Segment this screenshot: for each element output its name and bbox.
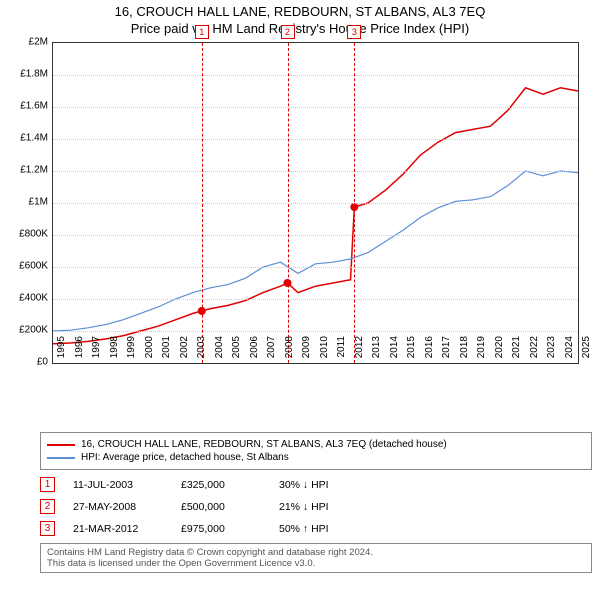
- x-axis-label: 2000: [144, 336, 155, 366]
- x-axis-label: 2021: [511, 336, 522, 366]
- x-axis-label: 1996: [74, 336, 85, 366]
- event-number: 1: [40, 477, 55, 492]
- event-row: 2 27-MAY-2008 £500,000 21% ↓ HPI: [40, 499, 592, 514]
- legend-item: HPI: Average price, detached house, St A…: [47, 452, 585, 463]
- x-axis-label: 2014: [389, 336, 400, 366]
- y-axis-label: £2M: [4, 37, 48, 48]
- x-axis-label: 2008: [284, 336, 295, 366]
- event-diff: 30% ↓ HPI: [279, 479, 369, 491]
- x-axis-label: 2015: [406, 336, 417, 366]
- event-number: 3: [40, 521, 55, 536]
- event-date: 11-JUL-2003: [73, 479, 163, 491]
- y-axis-label: £1.4M: [4, 133, 48, 144]
- x-axis-label: 2012: [354, 336, 365, 366]
- chart-area: 123 £0£200K£400K£600K£800K£1M£1.2M£1.4M£…: [40, 42, 600, 392]
- event-date: 27-MAY-2008: [73, 501, 163, 513]
- x-axis-label: 2003: [196, 336, 207, 366]
- y-axis-label: £1.2M: [4, 165, 48, 176]
- series-property: [53, 88, 578, 344]
- events-table: 1 11-JUL-2003 £325,000 30% ↓ HPI 2 27-MAY-200…: [40, 477, 592, 536]
- chart-title: 16, CROUCH HALL LANE, REDBOURN, ST ALBAN…: [0, 4, 600, 19]
- x-axis-label: 1997: [91, 336, 102, 366]
- footer: Contains HM Land Registry data © Crown c…: [40, 543, 592, 573]
- x-axis-label: 2010: [319, 336, 330, 366]
- event-price: £500,000: [181, 501, 261, 513]
- sale-marker-label: 1: [195, 25, 209, 39]
- y-axis-label: £400K: [4, 293, 48, 304]
- x-axis-label: 2013: [371, 336, 382, 366]
- sale-marker-label: 2: [281, 25, 295, 39]
- x-axis-label: 2001: [161, 336, 172, 366]
- event-diff: 21% ↓ HPI: [279, 501, 369, 513]
- x-axis-label: 2020: [494, 336, 505, 366]
- y-axis-label: £800K: [4, 229, 48, 240]
- series-hpi: [53, 171, 578, 331]
- y-axis-label: £0: [4, 357, 48, 368]
- legend-label: 16, CROUCH HALL LANE, REDBOURN, ST ALBAN…: [81, 439, 447, 450]
- x-axis-label: 2004: [214, 336, 225, 366]
- x-axis-label: 2018: [459, 336, 470, 366]
- x-axis-label: 2025: [581, 336, 592, 366]
- x-axis-label: 1995: [56, 336, 67, 366]
- y-axis-label: £1.6M: [4, 101, 48, 112]
- x-axis-label: 2006: [249, 336, 260, 366]
- x-axis-label: 1999: [126, 336, 137, 366]
- footer-line2: This data is licensed under the Open Gov…: [47, 558, 585, 569]
- event-price: £325,000: [181, 479, 261, 491]
- event-number: 2: [40, 499, 55, 514]
- x-axis-label: 2017: [441, 336, 452, 366]
- footer-line1: Contains HM Land Registry data © Crown c…: [47, 547, 585, 558]
- y-axis-label: £200K: [4, 325, 48, 336]
- event-diff: 50% ↑ HPI: [279, 523, 369, 535]
- x-axis-label: 2007: [266, 336, 277, 366]
- legend: 16, CROUCH HALL LANE, REDBOURN, ST ALBAN…: [40, 432, 592, 470]
- legend-item: 16, CROUCH HALL LANE, REDBOURN, ST ALBAN…: [47, 439, 585, 450]
- legend-label: HPI: Average price, detached house, St A…: [81, 452, 289, 463]
- x-axis-label: 2005: [231, 336, 242, 366]
- event-date: 21-MAR-2012: [73, 523, 163, 535]
- x-axis-label: 2024: [564, 336, 575, 366]
- legend-swatch: [47, 457, 75, 459]
- x-axis-label: 2023: [546, 336, 557, 366]
- legend-swatch: [47, 444, 75, 446]
- x-axis-label: 2022: [529, 336, 540, 366]
- x-axis-label: 2019: [476, 336, 487, 366]
- y-axis-label: £600K: [4, 261, 48, 272]
- x-axis-label: 1998: [109, 336, 120, 366]
- chart-subtitle: Price paid vs. HM Land Registry's House …: [0, 21, 600, 36]
- plot: 123: [52, 42, 579, 364]
- x-axis-label: 2009: [301, 336, 312, 366]
- x-axis-label: 2016: [424, 336, 435, 366]
- x-axis-label: 2002: [179, 336, 190, 366]
- event-price: £975,000: [181, 523, 261, 535]
- y-axis-label: £1.8M: [4, 69, 48, 80]
- event-row: 1 11-JUL-2003 £325,000 30% ↓ HPI: [40, 477, 592, 492]
- x-axis-label: 2011: [336, 336, 347, 366]
- sale-marker-label: 3: [347, 25, 361, 39]
- y-axis-label: £1M: [4, 197, 48, 208]
- event-row: 3 21-MAR-2012 £975,000 50% ↑ HPI: [40, 521, 592, 536]
